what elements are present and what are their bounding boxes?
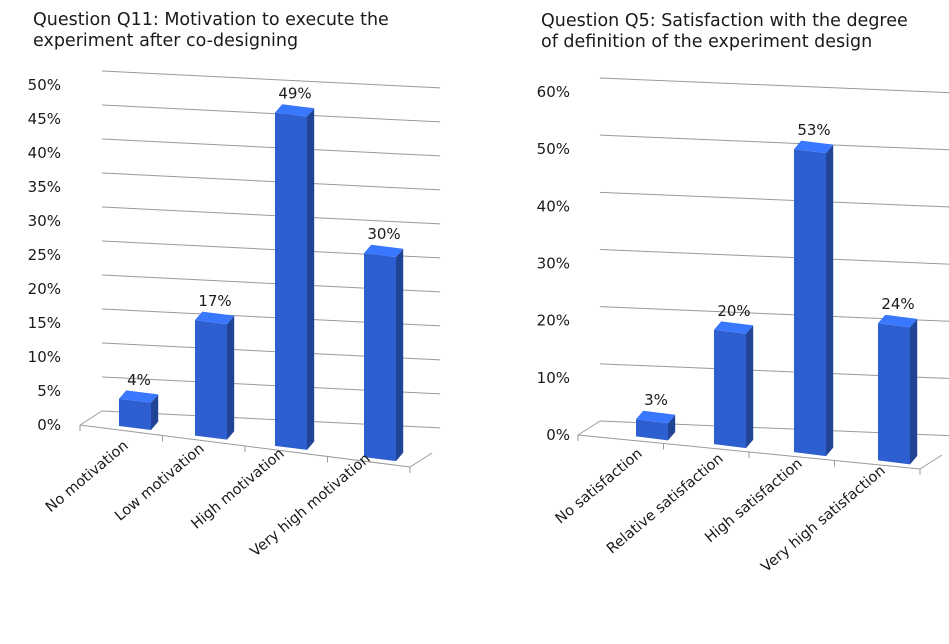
gridline: [101, 172, 441, 191]
bar-front-face: [878, 323, 910, 465]
bar: [364, 244, 404, 462]
bar: [119, 390, 159, 430]
bar-top-face: [878, 314, 918, 328]
bar-front-face: [364, 253, 396, 462]
bar: [714, 321, 754, 449]
bar-top-face: [364, 244, 404, 258]
y-tick-label: 0%: [37, 416, 61, 434]
x-category-label: No satisfaction: [553, 446, 646, 528]
bar-front-face: [119, 398, 151, 430]
bar-front-face: [636, 419, 668, 441]
chart-title: Question Q5: Satisfaction with the degre…: [541, 11, 908, 52]
bar-front-face: [275, 112, 307, 450]
y-tick-label: 50%: [28, 76, 61, 94]
gridline: [101, 104, 441, 123]
y-tick-label: 45%: [28, 110, 61, 128]
gridline: [101, 70, 441, 89]
floor-edge: [79, 410, 103, 426]
bar: [878, 314, 918, 465]
bar-side-face: [746, 325, 754, 449]
bar-top-face: [636, 410, 676, 424]
gridline: [599, 77, 949, 94]
bar-side-face: [826, 144, 834, 457]
y-tick-label: 60%: [537, 83, 570, 101]
bar-side-face: [307, 108, 315, 450]
chart-q11-plot: 0% 5% 10% 15% 20% 25% 30% 35% 40% 45% 50% 4% 17% 49% 3…: [28, 70, 441, 560]
data-label: 49%: [278, 85, 311, 103]
y-tick-label: 10%: [28, 348, 61, 366]
bar-front-face: [794, 149, 826, 457]
y-tick-label: 40%: [537, 197, 570, 215]
y-tick-label: 30%: [28, 212, 61, 230]
bar: [794, 140, 834, 457]
gridline: [101, 206, 441, 225]
bar-top-face: [119, 390, 159, 403]
chart-title: Question Q11: Motivation to execute the …: [33, 10, 389, 51]
y-tick-label: 50%: [537, 140, 570, 158]
bar-top-face: [794, 140, 834, 154]
bar-side-face: [227, 315, 235, 440]
bar-top-face: [195, 311, 235, 325]
y-tick-label: 40%: [28, 144, 61, 162]
y-tick-label: 0%: [546, 426, 570, 444]
y-tick-label: 20%: [28, 280, 61, 298]
data-label: 20%: [717, 302, 750, 320]
x-category-label: No motivation: [43, 438, 132, 516]
gridline: [599, 249, 949, 265]
data-label: 17%: [198, 292, 231, 310]
y-tick-label: 5%: [37, 382, 61, 400]
floor-edge: [919, 454, 943, 470]
bar-side-face: [668, 414, 676, 441]
y-tick-label: 35%: [28, 178, 61, 196]
bar-side-face: [151, 394, 159, 430]
x-category-label: High motivation: [189, 446, 288, 533]
bar-top-face: [275, 104, 315, 117]
chart-q11-motivation: Question Q11: Motivation to execute the …: [0, 0, 470, 644]
data-label: 4%: [127, 371, 151, 389]
bar-side-face: [910, 318, 918, 465]
bar-top-face: [714, 321, 754, 334]
floor-edge: [409, 452, 433, 468]
gridline: [599, 191, 949, 208]
floor-edge: [577, 420, 601, 436]
bar-front-face: [714, 329, 746, 449]
gridline: [599, 134, 949, 151]
y-tick-label: 30%: [537, 255, 570, 273]
data-label: 24%: [881, 295, 914, 313]
y-tick-label: 15%: [28, 314, 61, 332]
bar: [195, 311, 235, 440]
chart-q5-plot: 0% 10% 20% 30% 40% 50% 60% 3% 20% 53% 24% No satisf…: [537, 77, 949, 576]
y-tick-label: 10%: [537, 369, 570, 387]
y-tick-label: 20%: [537, 312, 570, 330]
data-label: 30%: [367, 225, 400, 243]
chart-q5-satisfaction: Question Q5: Satisfaction with the degre…: [500, 0, 949, 644]
y-tick-label: 25%: [28, 246, 61, 264]
bar-side-face: [396, 248, 404, 462]
bar: [636, 410, 676, 441]
bar-front-face: [195, 320, 227, 440]
gridline: [101, 138, 441, 157]
data-label: 3%: [644, 391, 668, 409]
bar: [275, 104, 315, 450]
data-label: 53%: [797, 121, 830, 139]
